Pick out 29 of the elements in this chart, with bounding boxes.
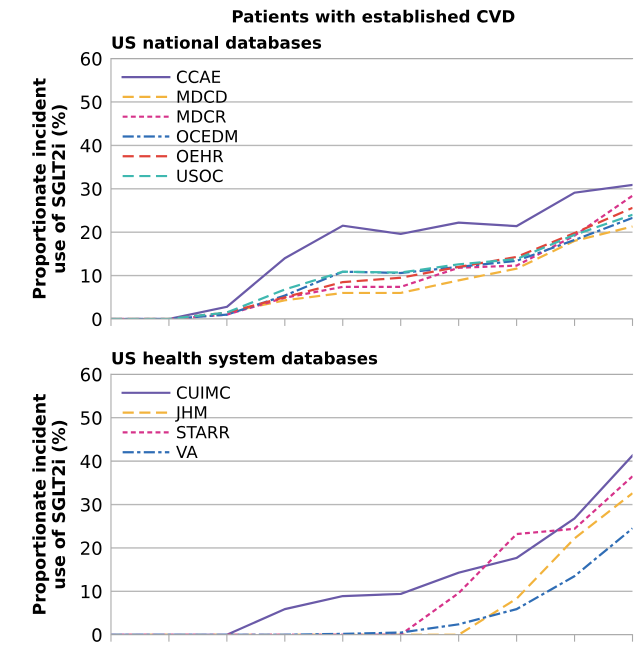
legend-label: OEHR: [176, 150, 224, 162]
y-tick-label: 20: [80, 226, 102, 240]
y-tick-label: 20: [80, 541, 102, 556]
y-tick-label: 50: [81, 411, 102, 425]
chart-title: US health system databases: [112, 352, 378, 368]
y-tick-label: 0: [92, 628, 102, 642]
y-tick-label: 40: [80, 454, 102, 468]
legend-label: USOC: [177, 170, 223, 182]
y-tick-label: 30: [81, 498, 102, 512]
y-tick-label: 60: [80, 52, 102, 66]
chart-title: Patients with established CVD: [232, 10, 514, 23]
legend-label: CCAE: [176, 70, 220, 84]
legend-label: CUIMC: [176, 386, 230, 399]
y-tick-label: 40: [80, 138, 102, 153]
legend-label: MDCD: [178, 90, 227, 103]
legend-label: VA: [176, 446, 198, 458]
y-tick-label: 50: [81, 95, 102, 110]
y-tick-label: 60: [80, 368, 102, 382]
chart-subtitle: US national databases: [112, 36, 322, 49]
legend-label: JHM: [175, 406, 206, 422]
legend-label: MDCR: [178, 110, 226, 123]
y-tick-label: 30: [81, 182, 102, 196]
y-tick-label: 10: [82, 269, 102, 283]
y-tick-label: 0: [92, 312, 102, 326]
y-axis-title: Proportionate incident use of SGLT2i (%): [32, 394, 68, 614]
legend-label: OCEDM: [176, 130, 237, 143]
y-axis-title: Proportionate incident use of SGLT2i (%): [32, 78, 68, 298]
legend-label: STARR: [177, 426, 230, 438]
y-tick-label: 10: [82, 584, 102, 598]
